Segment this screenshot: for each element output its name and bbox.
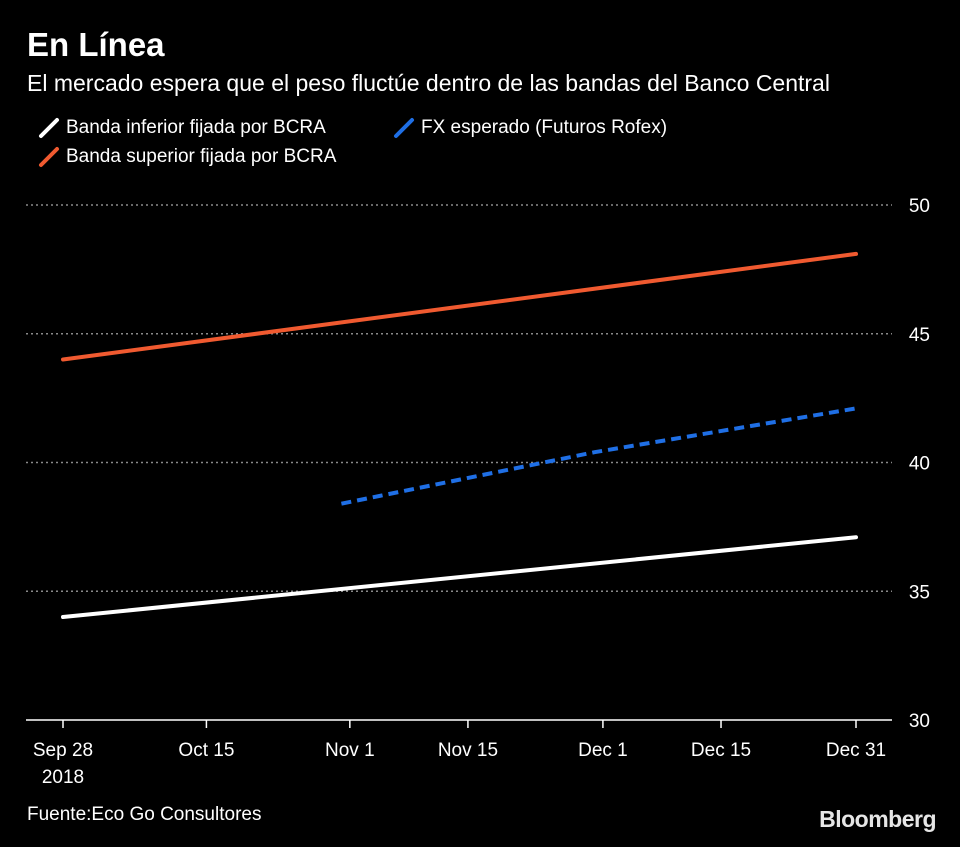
legend-swatch-lower-band <box>39 118 59 138</box>
legend-swatch-fx-expected <box>394 118 414 138</box>
bloomberg-logo: Bloomberg <box>819 806 936 832</box>
legend-item-lower-band: Banda inferior fijada por BCRA <box>38 117 326 139</box>
series-line-lower-band <box>61 535 858 619</box>
y-tick-label-45: 45 <box>909 325 930 346</box>
x-tick-label-1: Oct 15 <box>178 740 234 761</box>
x-tick-label-2: Nov 1 <box>325 740 375 761</box>
chart-title: En Línea <box>27 26 165 63</box>
x-tick-sublabel-0: 2018 <box>42 767 84 788</box>
legend-label-upper-band: Banda superior fijada por BCRA <box>66 146 337 167</box>
x-tick-label-5: Dec 15 <box>691 740 751 761</box>
series-line-upper-band <box>61 251 858 362</box>
chart-subtitle: El mercado espera que el peso fluctúe de… <box>27 70 830 96</box>
y-tick-label-50: 50 <box>909 196 930 217</box>
legend-swatch-upper-band <box>39 147 59 167</box>
x-tick-label-4: Dec 1 <box>578 740 628 761</box>
y-tick-label-40: 40 <box>909 454 930 475</box>
x-tick-label-0: Sep 28 <box>33 740 93 761</box>
y-tick-label-30: 30 <box>909 711 930 732</box>
source-note: Fuente:Eco Go Consultores <box>27 804 262 825</box>
legend-label-fx-expected: FX esperado (Futuros Rofex) <box>421 117 668 138</box>
legend-label-lower-band: Banda inferior fijada por BCRA <box>66 117 326 138</box>
series-line-fx-expected <box>341 406 857 506</box>
legend-item-fx-expected: FX esperado (Futuros Rofex) <box>393 117 667 139</box>
legend-item-upper-band: Banda superior fijada por BCRA <box>38 146 336 168</box>
x-tick-label-6: Dec 31 <box>826 740 886 761</box>
y-tick-label-35: 35 <box>909 582 930 603</box>
x-tick-label-3: Nov 15 <box>438 740 498 761</box>
